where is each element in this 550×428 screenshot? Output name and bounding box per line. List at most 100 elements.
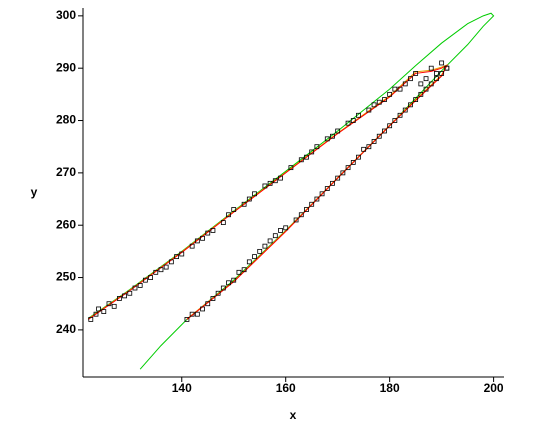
point: [267, 180, 273, 186]
point: [101, 309, 107, 314]
point: [319, 191, 325, 197]
point: [350, 160, 356, 165]
point: [210, 228, 216, 233]
point: [215, 290, 221, 296]
point: [309, 201, 315, 207]
point: [439, 71, 445, 76]
point: [387, 91, 393, 97]
y-tick-label: 290: [56, 60, 76, 74]
point: [324, 186, 330, 191]
point: [304, 207, 309, 212]
point: [408, 102, 413, 108]
point: [330, 133, 335, 139]
curve: [87, 64, 448, 320]
point: [278, 175, 283, 181]
point: [423, 76, 429, 82]
point: [428, 65, 434, 71]
point: [116, 296, 122, 301]
point: [314, 196, 320, 202]
y-tick-label: 250: [56, 270, 76, 284]
point: [434, 71, 439, 76]
point: [205, 301, 211, 307]
point: [356, 112, 361, 118]
point: [408, 76, 413, 82]
point: [439, 60, 445, 66]
point: [226, 212, 231, 218]
point: [434, 76, 439, 82]
point: [168, 259, 174, 265]
point: [93, 311, 99, 317]
point: [153, 269, 159, 275]
point: [241, 267, 247, 273]
point: [314, 144, 320, 150]
point: [200, 235, 205, 241]
point: [376, 99, 382, 105]
point: [194, 311, 200, 317]
point: [418, 91, 424, 97]
point: [387, 123, 393, 129]
point: [293, 217, 299, 223]
point: [137, 283, 143, 288]
point: [88, 317, 94, 322]
point: [257, 248, 263, 254]
point: [267, 238, 273, 244]
x-axis-label: x: [290, 408, 297, 422]
point: [148, 275, 153, 280]
point: [158, 267, 164, 273]
point: [246, 259, 252, 265]
point: [200, 306, 205, 312]
point: [272, 178, 278, 184]
point: [335, 128, 341, 134]
point: [366, 107, 372, 113]
point: [272, 233, 278, 239]
point: [262, 183, 268, 189]
point: [324, 136, 330, 142]
point: [184, 317, 190, 322]
curve: [87, 12, 495, 370]
point: [111, 303, 117, 309]
x-tick-label: 200: [484, 381, 504, 395]
point: [366, 144, 372, 150]
point: [252, 191, 257, 197]
point: [361, 146, 367, 152]
point: [418, 81, 424, 87]
point: [194, 238, 200, 244]
point: [428, 81, 434, 87]
point: [382, 128, 387, 134]
y-tick-label: 240: [56, 322, 76, 336]
point: [402, 81, 408, 87]
point: [127, 290, 133, 296]
point: [179, 251, 185, 257]
point: [330, 180, 335, 186]
point: [392, 118, 398, 123]
point: [205, 230, 211, 236]
y-tick-label: 280: [56, 113, 76, 127]
point: [304, 154, 309, 160]
point: [340, 170, 346, 176]
point: [397, 112, 403, 118]
point: [298, 212, 304, 218]
point: [345, 120, 351, 126]
point: [335, 175, 341, 181]
x-tick-label: 180: [380, 381, 400, 395]
point: [413, 97, 419, 102]
y-tick-label: 300: [56, 8, 76, 22]
point: [356, 154, 361, 160]
point: [262, 243, 268, 249]
point: [231, 207, 237, 212]
point: [236, 269, 242, 275]
point: [132, 285, 138, 291]
point: [226, 280, 231, 286]
point: [122, 293, 127, 299]
point: [283, 225, 289, 231]
point: [350, 118, 356, 123]
point: [288, 165, 294, 171]
point: [142, 277, 148, 283]
point: [231, 277, 237, 283]
point: [371, 102, 377, 108]
point: [413, 71, 419, 76]
point: [382, 97, 387, 102]
point: [252, 254, 257, 260]
x-tick-label: 160: [276, 381, 296, 395]
